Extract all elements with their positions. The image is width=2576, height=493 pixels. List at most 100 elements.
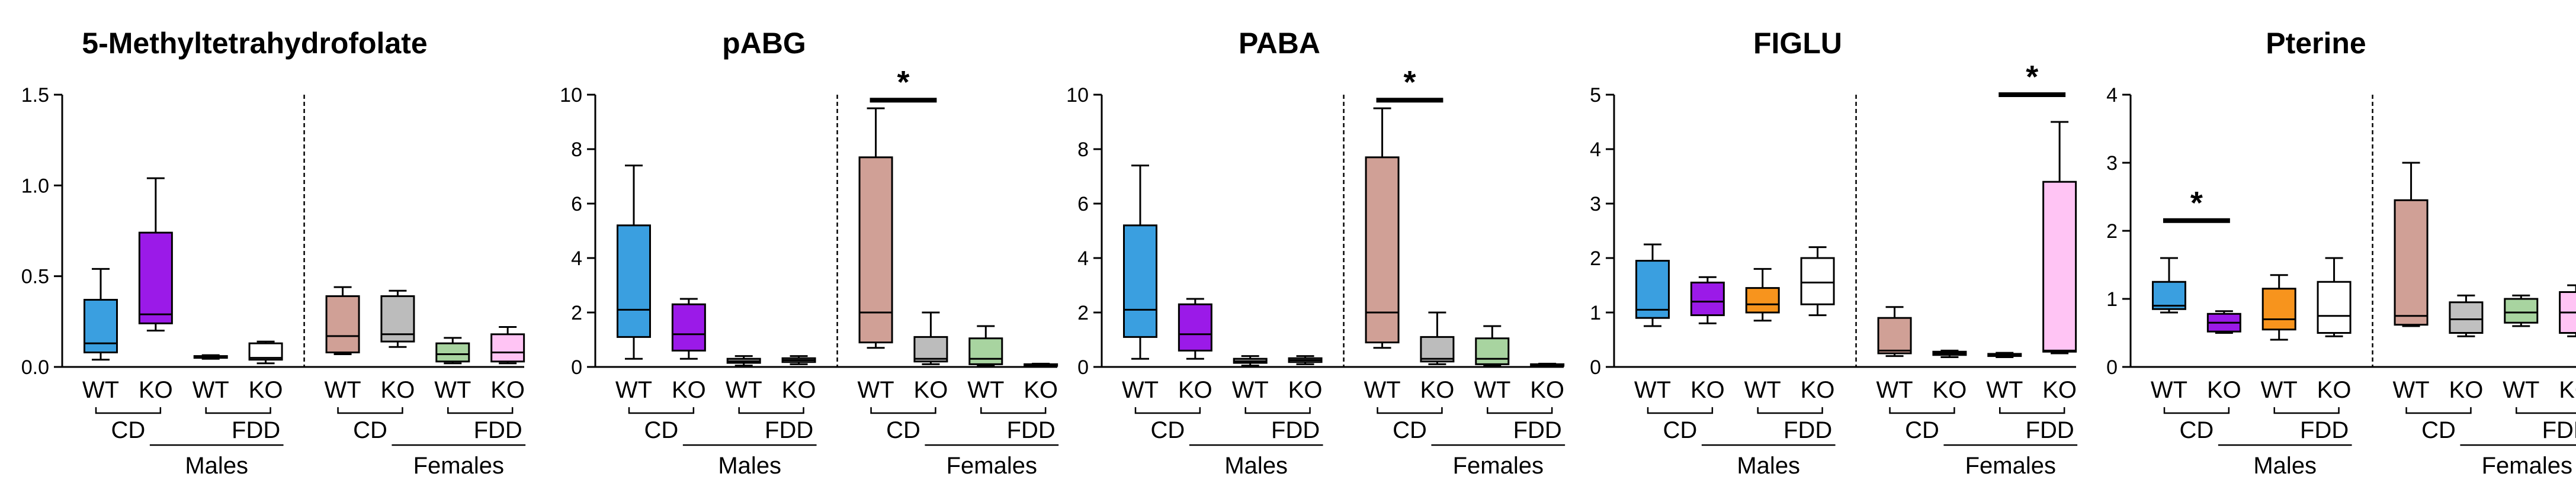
diet-bracket [2273,407,2340,414]
ko-label: KO [914,377,948,403]
fdd-label: FDD [1513,417,1562,443]
females-label: Females [947,453,1037,479]
box-5 [858,107,893,349]
box-6 [1420,311,1455,365]
y-tick-label: 1 [2106,288,2118,311]
box-2 [138,177,173,332]
ko-label: KO [2207,377,2241,403]
box-iqr [84,299,118,353]
significance-star: * [1403,65,1416,100]
ko-label: KO [381,377,415,403]
y-tick-label: 6 [1077,193,1089,215]
diet-bracket [1134,407,1201,414]
box-iqr [490,333,525,363]
cd-label: CD [353,417,387,443]
diet-bracket [95,407,162,414]
ko-label: KO [1420,377,1455,403]
box-iqr [1745,287,1780,314]
box-iqr [1178,303,1212,352]
box-1 [84,268,118,361]
panel-5: Pterine 0 1 2 3 4 * WT KO WT KO WT KO WT KO CD FDD CD FDD M… [2106,27,2576,479]
ko-label: KO [2042,377,2077,403]
box-2 [1178,298,1212,360]
y-tick-label: 2 [1077,302,1089,324]
fdd-label: FDD [1007,417,1056,443]
diet-bracket [870,407,936,414]
cd-label: CD [1905,417,1939,443]
wt-label: WT [324,377,361,403]
box-8 [1530,362,1565,368]
y-tick-label: 4 [571,247,582,270]
fdd-label: FDD [2300,417,2349,443]
box-5 [1877,306,1912,357]
box-iqr [2449,301,2484,334]
diet-bracket [1487,407,1553,414]
males-label: Males [718,453,781,479]
y-tick-label: 0 [571,356,582,379]
diet-bracket [1889,407,1955,414]
box-6 [913,311,948,365]
wt-label: WT [1744,377,1781,403]
ko-label: KO [1933,377,1967,403]
box-3 [726,355,761,367]
box-2 [671,298,706,360]
box-3 [2261,274,2296,341]
box-iqr [325,295,360,353]
chart-title: PABA [1239,27,1320,60]
females-label: Females [2482,453,2572,479]
diet-bracket [2405,407,2472,414]
box-3 [1233,355,1268,367]
box-5 [325,286,360,356]
y-tick-label: 1 [1590,302,1601,324]
box-4 [248,340,283,365]
box-8 [490,326,525,365]
wt-label: WT [1634,377,1671,403]
panel-4: FIGLU 0 1 2 3 4 5 * WT KO WT KO WT KO WT KO CD FDD CD FDD Ma… [1590,27,2078,479]
wt-label: WT [1364,377,1400,403]
box-7 [1987,352,2022,358]
y-tick-label: 8 [571,138,582,161]
y-tick-label: 3 [2106,152,2118,175]
ko-label: KO [139,377,173,403]
significance-star: * [2026,59,2038,95]
ko-label: KO [2317,377,2352,403]
wt-label: WT [1122,377,1159,403]
cd-label: CD [2421,417,2456,443]
y-tick-label: 10 [560,84,582,107]
males-label: Males [1224,453,1288,479]
box-iqr [858,156,893,344]
box-iqr [2042,181,2077,353]
box-iqr [248,342,283,361]
box-4 [781,355,816,365]
y-tick-label: 1.5 [21,84,49,107]
panel-3: PABA 0 2 4 6 8 10 * WT KO WT KO WT KO WT KO CD FDD CD FDD Ma… [1066,27,1566,479]
box-7 [435,337,470,365]
wt-label: WT [1876,377,1913,403]
males-label: Males [185,453,248,479]
box-iqr [435,342,470,363]
wt-label: WT [1986,377,2023,403]
box-7 [1475,325,1510,367]
cd-label: CD [2180,417,2214,443]
wt-label: WT [193,377,229,403]
wt-label: WT [434,377,471,403]
box-3 [1745,268,1780,322]
box-6 [2449,294,2484,337]
wt-label: WT [726,377,762,403]
significance-star: * [2190,185,2203,221]
chart-title: 5-Methyltetrahydrofolate [82,27,427,60]
chart-title: pABG [722,27,806,60]
fdd-label: FDD [1271,417,1320,443]
box-iqr [1690,281,1725,317]
y-tick-label: 6 [571,193,582,215]
diet-bracket [205,407,271,414]
y-tick-label: 0 [2106,356,2118,379]
wt-label: WT [967,377,1004,403]
wt-label: WT [615,377,652,403]
y-tick-label: 0 [1077,356,1089,379]
box-iqr [913,336,948,363]
diet-bracket [738,407,804,414]
diet-bracket [447,407,514,414]
box-4 [2317,257,2352,337]
